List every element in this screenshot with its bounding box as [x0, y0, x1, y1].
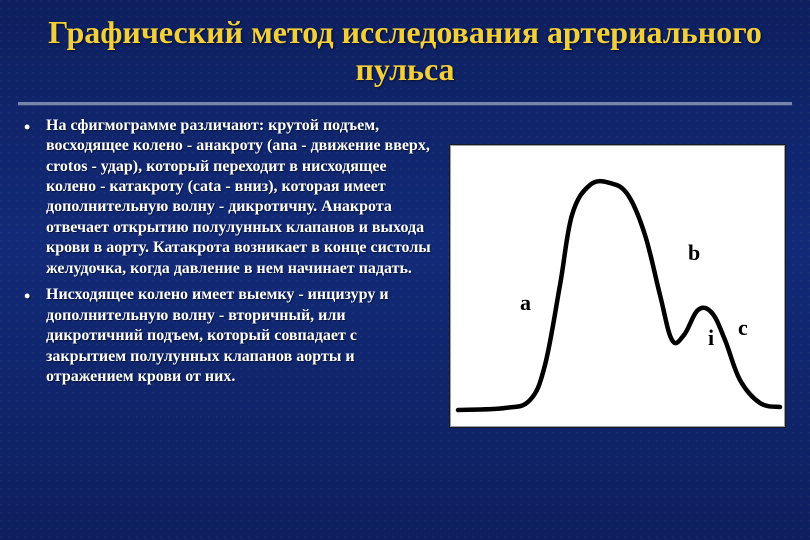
divider — [18, 102, 792, 106]
slide-body: На сфигмограмме различают: крутой подъем… — [0, 106, 810, 428]
title-area: Графический метод исследования артериаль… — [0, 0, 810, 96]
bullet-item: Нисходящее колено имеет выемку - инцизур… — [18, 285, 433, 387]
bullet-item: На сфигмограмме различают: крутой подъем… — [18, 116, 433, 280]
chart-svg: a b ic — [450, 145, 785, 427]
chart-label-i: i — [708, 325, 714, 350]
chart-label-c: c — [738, 315, 748, 340]
text-column: На сфигмограмме различают: крутой подъем… — [18, 116, 443, 428]
chart-column: a b ic — [443, 116, 792, 428]
chart-label-b: b — [688, 240, 700, 265]
slide-title: Графический метод исследования артериаль… — [40, 14, 770, 88]
pulse-curve — [458, 181, 780, 410]
bullet-list: На сфигмограмме различают: крутой подъем… — [18, 116, 433, 388]
sphygmogram-chart: a b ic — [449, 144, 786, 428]
slide: Графический метод исследования артериаль… — [0, 0, 810, 540]
chart-label-a: a — [520, 290, 531, 315]
